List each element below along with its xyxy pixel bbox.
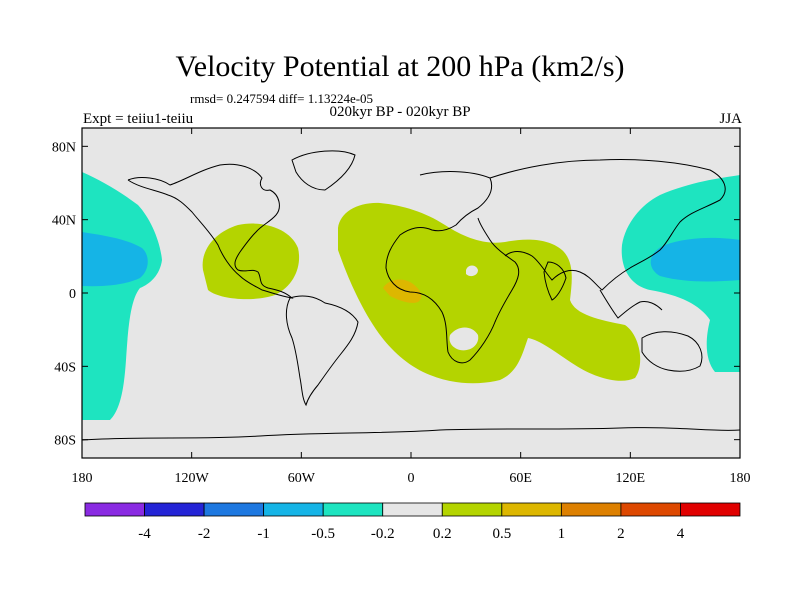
lat-tick-label: 0: [69, 287, 76, 302]
lon-tick-label: 0: [408, 471, 415, 486]
colorbar: -4 -2 -1 -0.5 -0.2 0.2 0.5 1 2 4: [84, 502, 741, 542]
stats-line: rmsd= 0.247594 diff= 1.13224e-05: [190, 91, 374, 106]
coastline-north-america: [127, 163, 294, 299]
colorbar-label: 0.5: [492, 526, 511, 542]
contour-region-atlantic-africa-indian: [338, 202, 641, 384]
colorbar-label: 0.2: [433, 526, 452, 542]
colorbar-label: -0.5: [311, 526, 335, 542]
page-title: Velocity Potential at 200 hPa (km2/s): [175, 50, 625, 83]
lat-tick-label: 40S: [54, 360, 76, 375]
colorbar-swatch: [441, 502, 503, 517]
coastline-southeast-asia: [599, 289, 663, 319]
lon-tick-label: 60W: [288, 471, 316, 486]
contour-region-central-pacific-core: [82, 232, 148, 287]
lon-tick-label: 60E: [509, 471, 532, 486]
contour-region-central-america: [202, 223, 300, 300]
subtitle: 020kyr BP - 020kyr BP: [329, 104, 471, 120]
lon-tick-label: 180: [730, 471, 751, 486]
lon-tick-label: 120W: [175, 471, 210, 486]
lon-tick-label: 120E: [616, 471, 646, 486]
colorbar-label: -4: [138, 526, 151, 542]
contour-region-central-pacific: [82, 172, 162, 420]
coastline-antarctica: [82, 427, 740, 441]
coastline-greenland: [291, 150, 356, 191]
contour-region-gulf-of-guinea-max: [383, 279, 422, 303]
colorbar-swatch: [203, 502, 265, 517]
colorbar-label: -0.2: [371, 526, 395, 542]
lat-tick-label: 40N: [52, 214, 76, 229]
colorbar-label: 4: [677, 526, 685, 542]
contour-region-west-pacific-core: [650, 237, 740, 282]
coastline-asia: [489, 158, 726, 291]
colorbar-swatch: [322, 502, 384, 517]
coastlines: [82, 150, 740, 441]
colorbar-swatch: [144, 502, 205, 517]
experiment-label: Expt = teiiu1-teiiu: [83, 111, 194, 127]
lon-tick-label: 180: [72, 471, 93, 486]
contour-hole-southern-africa: [449, 327, 479, 351]
colorbar-swatch: [84, 502, 145, 517]
coastline-india: [543, 261, 567, 301]
colorbar-swatch: [560, 502, 622, 517]
colorbar-swatch: [263, 502, 324, 517]
colorbar-label: 1: [558, 526, 566, 542]
colorbar-swatch: [382, 502, 443, 517]
colorbar-label: -1: [257, 526, 270, 542]
coastline-europe-africa: [385, 171, 520, 364]
coastline-australia: [641, 331, 703, 372]
colorbar-swatch: [680, 502, 741, 517]
lat-tick-label: 80N: [52, 140, 76, 155]
season-label: JJA: [719, 111, 742, 127]
axis-ticks: 80N 40N 0 40S 80S 180 120W 60W 0 60E 120E 180: [52, 128, 751, 486]
contour-hole-sahara: [466, 265, 478, 277]
coastline-south-america: [285, 295, 359, 407]
colorbar-swatch: [501, 502, 562, 517]
lat-tick-label: 80S: [54, 434, 76, 449]
colorbar-label: -2: [198, 526, 211, 542]
colorbar-swatch: [620, 502, 681, 517]
colorbar-label: 2: [617, 526, 625, 542]
